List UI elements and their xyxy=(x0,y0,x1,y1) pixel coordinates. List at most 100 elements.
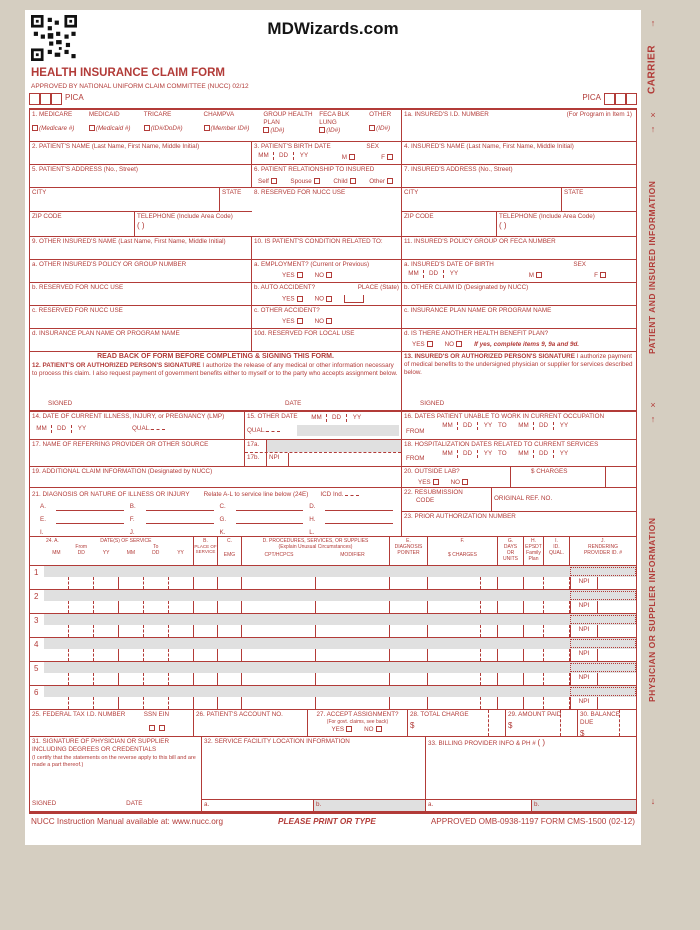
pica-checkbox[interactable] xyxy=(604,93,615,105)
field-10-condition[interactable]: 10. IS PATIENT'S CONDITION RELATED TO: xyxy=(252,237,402,259)
provider-id-cell[interactable] xyxy=(598,601,636,613)
diag-f[interactable] xyxy=(145,516,214,524)
field-31-signed-date[interactable]: SIGNED DATE xyxy=(30,799,202,813)
field-10d-reserved-local[interactable]: 10d. RESERVED FOR LOCAL USE xyxy=(252,329,402,351)
insured-sex-f-checkbox[interactable] xyxy=(600,272,606,279)
field-27-accept-assignment[interactable]: 27. ACCEPT ASSIGNMENT? (For govt. claims… xyxy=(308,710,408,736)
field-3-birth-date[interactable]: 3. PATIENT'S BIRTH DATE SEX MM DD YY M F xyxy=(252,142,402,164)
pica-checkbox[interactable] xyxy=(51,93,62,105)
field-insured-phone[interactable]: TELEPHONE (Include Area Code)( ) xyxy=(499,213,595,230)
field-12-patient-signature[interactable]: READ BACK OF FORM BEFORE COMPLETING & SI… xyxy=(30,352,402,410)
champva-checkbox[interactable] xyxy=(203,125,210,132)
sex-f-checkbox[interactable] xyxy=(387,154,393,161)
medicare-checkbox[interactable] xyxy=(32,125,38,132)
field-31-physician-signature[interactable]: 31. SIGNATURE OF PHYSICIAN OR SUPPLIER I… xyxy=(30,737,202,799)
benefit-no-checkbox[interactable] xyxy=(456,341,463,348)
supplemental-shaded-row[interactable] xyxy=(44,686,636,697)
other-acc-yes-checkbox[interactable] xyxy=(296,318,303,325)
field-26-patient-account[interactable]: 26. PATIENT'S ACCOUNT NO. xyxy=(194,710,308,736)
medicaid-checkbox[interactable] xyxy=(88,125,95,132)
field-7-insured-address[interactable]: 7. INSURED'S ADDRESS (No., Street) xyxy=(404,166,513,173)
field-10b-auto-accident[interactable]: b. AUTO ACCIDENT? PLACE (State) YES NO xyxy=(252,283,402,305)
pica-checkbox[interactable] xyxy=(40,93,51,105)
rel-other-checkbox[interactable] xyxy=(386,178,393,185)
assign-yes-checkbox[interactable] xyxy=(346,726,353,733)
rendering-provider-dotted-box[interactable] xyxy=(570,687,636,696)
ein-checkbox[interactable] xyxy=(159,725,165,732)
field-28-total-charge[interactable]: 28. TOTAL CHARGE $ xyxy=(408,710,506,736)
field-11d-other-plan[interactable]: d. IS THERE ANOTHER HEALTH BENEFIT PLAN?… xyxy=(404,330,580,348)
field-1-insurance-type[interactable]: 1. MEDICARE (Medicare #) MEDICAID (Medicai… xyxy=(30,110,402,141)
field-11-policy-group[interactable]: 11. INSURED'S POLICY GROUP OR FECA NUMBE… xyxy=(404,238,556,245)
other-checkbox[interactable] xyxy=(369,125,376,132)
field-32a-npi[interactable]: a. xyxy=(202,800,314,813)
field-20-outside-lab[interactable]: 20. OUTSIDE LAB? YES NO $ CHARGES xyxy=(402,467,636,487)
ssn-checkbox[interactable] xyxy=(149,725,155,732)
supplemental-shaded-row[interactable] xyxy=(44,638,636,649)
diag-l[interactable] xyxy=(325,529,393,536)
rendering-provider-dotted-box[interactable] xyxy=(570,567,636,576)
provider-id-cell[interactable] xyxy=(598,577,636,589)
service-line-2[interactable]: 2 NPI xyxy=(30,590,636,614)
lab-no-checkbox[interactable] xyxy=(462,479,469,486)
diag-c[interactable] xyxy=(235,503,304,511)
diag-d[interactable] xyxy=(325,503,393,511)
provider-id-cell[interactable] xyxy=(598,673,636,685)
field-21-diagnosis[interactable]: 21. DIAGNOSIS OR NATURE OF ILLNESS OR IN… xyxy=(30,488,402,536)
field-1a-insured-id[interactable]: 1a. INSURED'S I.D. NUMBER (For Program i… xyxy=(404,111,632,118)
provider-id-cell[interactable] xyxy=(598,649,636,661)
field-insured-state[interactable]: STATE xyxy=(564,189,584,196)
field-22-resubmission[interactable]: 22. RESUBMISSION CODE xyxy=(402,488,492,511)
insured-sex-m-checkbox[interactable] xyxy=(536,272,542,279)
field-19-additional-claim-info[interactable]: 19. ADDITIONAL CLAIM INFORMATION (Design… xyxy=(30,467,402,487)
service-line-3[interactable]: 3 NPI xyxy=(30,614,636,638)
diag-e[interactable] xyxy=(56,516,124,524)
field-29-amount-paid[interactable]: 29. AMOUNT PAID $ xyxy=(506,710,578,736)
field-23-prior-auth[interactable]: 23. PRIOR AUTHORIZATION NUMBER xyxy=(404,513,516,520)
service-line-6[interactable]: 6 NPI xyxy=(30,686,636,710)
field-insured-city[interactable]: CITY xyxy=(402,188,562,211)
field-11b-other-claim-id[interactable]: b. OTHER CLAIM ID (Designated by NUCC) xyxy=(404,284,529,291)
icd-ind-box[interactable] xyxy=(345,489,360,496)
diag-i[interactable] xyxy=(56,529,124,536)
field-33b-other-id[interactable]: b. xyxy=(532,800,636,813)
field-5-patient-address[interactable]: 5. PATIENT'S ADDRESS (No., Street) xyxy=(30,165,252,187)
auto-no-checkbox[interactable] xyxy=(326,295,333,302)
assign-no-checkbox[interactable] xyxy=(375,726,382,733)
pica-checkbox[interactable] xyxy=(29,93,40,105)
field-insured-zip[interactable]: ZIP CODE xyxy=(402,212,497,236)
service-line-5[interactable]: 5 NPI xyxy=(30,662,636,686)
field-patient-state[interactable]: STATE xyxy=(222,189,242,196)
supplemental-shaded-row[interactable] xyxy=(44,590,636,601)
diag-k[interactable] xyxy=(235,529,304,536)
rel-child-checkbox[interactable] xyxy=(349,178,356,185)
nucc-link[interactable]: www.nucc.org xyxy=(172,817,224,826)
field-30-balance-due[interactable]: 30. BALANCE DUE $ xyxy=(580,710,620,736)
field-patient-city[interactable]: CITY xyxy=(30,188,220,211)
field-11c-plan-name[interactable]: c. INSURANCE PLAN NAME OR PROGRAM NAME xyxy=(404,307,552,314)
employment-no-checkbox[interactable] xyxy=(326,272,333,279)
field-6-relationship[interactable]: 6. PATIENT RELATIONSHIP TO INSURED Self … xyxy=(252,165,402,187)
field-13-insured-signature[interactable]: 13. INSURED'S OR AUTHORIZED PERSON'S SIG… xyxy=(404,353,633,408)
supplemental-shaded-row[interactable] xyxy=(44,566,636,577)
field-9b-reserved[interactable]: b. RESERVED FOR NUCC USE xyxy=(30,283,252,305)
feca-checkbox[interactable] xyxy=(319,127,326,134)
field-9c-reserved[interactable]: c. RESERVED FOR NUCC USE xyxy=(30,306,252,328)
diag-a[interactable] xyxy=(56,503,124,511)
field-18-hospitalization[interactable]: 18. HOSPITALIZATION DATES RELATED TO CUR… xyxy=(404,441,599,463)
field-patient-phone[interactable]: TELEPHONE (Include Area Code)( ) xyxy=(137,213,233,230)
field-10a-employment[interactable]: a. EMPLOYMENT? (Current or Previous) YES… xyxy=(252,260,402,282)
tricare-checkbox[interactable] xyxy=(143,125,150,132)
service-line-4[interactable]: 4 NPI xyxy=(30,638,636,662)
field-16-unable-to-work[interactable]: 16. DATES PATIENT UNABLE TO WORK IN CURR… xyxy=(404,413,605,436)
lab-yes-checkbox[interactable] xyxy=(432,479,439,486)
field-33a-npi[interactable]: a. xyxy=(426,800,532,813)
field-17ab[interactable]: 17a. 17b. NPI xyxy=(245,440,402,466)
employment-yes-checkbox[interactable] xyxy=(296,272,303,279)
field-11a-insured-dob[interactable]: a. INSURED'S DATE OF BIRTH SEX MM DD YY M F xyxy=(402,260,636,282)
field-patient-zip[interactable]: ZIP CODE xyxy=(30,212,135,236)
rendering-provider-dotted-box[interactable] xyxy=(570,591,636,600)
rendering-provider-dotted-box[interactable] xyxy=(570,639,636,648)
diag-b[interactable] xyxy=(145,503,214,511)
provider-id-cell[interactable] xyxy=(598,697,636,709)
